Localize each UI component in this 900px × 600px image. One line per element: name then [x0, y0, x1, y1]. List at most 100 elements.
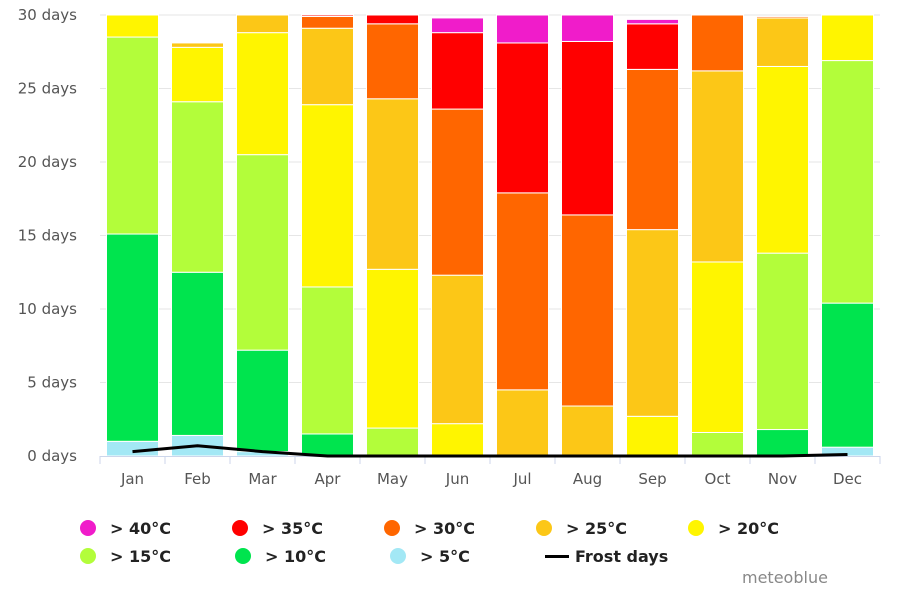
bar-segment	[691, 70, 744, 263]
bar-segment	[821, 14, 874, 62]
x-tick-label: May	[377, 470, 408, 488]
x-tick-label: Apr	[315, 470, 342, 488]
legend-swatch-icon	[235, 548, 251, 564]
bar-segment	[106, 233, 159, 442]
bar-segment	[756, 17, 809, 67]
bar-segment	[301, 433, 354, 457]
bar-segment	[301, 104, 354, 288]
bar-segment	[691, 14, 744, 72]
frost-days-line	[132, 444, 848, 458]
bar-segment	[821, 60, 874, 304]
legend-swatch-icon	[232, 520, 248, 536]
bar-segment	[496, 192, 549, 391]
bar-segment	[301, 14, 354, 17]
legend-label: > 10°C	[265, 546, 326, 566]
bar-segment	[301, 286, 354, 435]
legend-label: > 30°C	[414, 518, 475, 538]
bar-segment	[236, 32, 289, 156]
legend-item[interactable]: > 25°C	[536, 519, 688, 538]
bar-segment	[236, 14, 289, 34]
bar-segment	[236, 154, 289, 351]
x-tick-label: Jul	[512, 470, 531, 488]
bar-segment	[366, 427, 419, 457]
bar-segment	[626, 229, 679, 417]
legend-item[interactable]: Frost days	[545, 547, 700, 566]
bar-segment	[366, 14, 419, 25]
legend: > 40°C > 35°C > 30°C > 25°C > 20°C > 15°C > 10…	[80, 514, 840, 570]
bar-segment	[561, 40, 614, 216]
y-tick-label: 25 days	[18, 80, 77, 98]
legend-swatch-icon	[80, 520, 96, 536]
y-tick-label: 10 days	[18, 300, 77, 318]
bar-segment	[106, 14, 159, 38]
y-tick-label: 0 days	[27, 447, 77, 465]
legend-label: > 35°C	[262, 518, 323, 538]
bar-segment	[626, 68, 679, 231]
x-tick-label: Jun	[445, 470, 469, 488]
bar-segment	[561, 214, 614, 407]
legend-item[interactable]: > 5°C	[390, 547, 545, 566]
bar-segment	[626, 18, 679, 25]
legend-item[interactable]: > 10°C	[235, 547, 390, 566]
bar-segment	[626, 415, 679, 457]
bar-segment	[301, 15, 354, 29]
bar-segment	[366, 23, 419, 100]
legend-swatch-icon	[536, 520, 552, 536]
legend-item[interactable]: > 40°C	[80, 519, 232, 538]
bar-segment	[171, 271, 224, 436]
gridlines	[100, 14, 880, 383]
bar-segment	[756, 252, 809, 431]
bar-segment	[496, 14, 549, 44]
legend-label: > 15°C	[110, 546, 171, 566]
legend-swatch-icon	[390, 548, 406, 564]
bar-segment	[691, 261, 744, 433]
bar-segment	[756, 429, 809, 457]
bar-segment	[171, 46, 224, 103]
bar-segment	[301, 27, 354, 106]
bar-segment	[431, 17, 484, 34]
bar-segment	[561, 405, 614, 457]
x-tick-label: Mar	[248, 470, 277, 488]
legend-item[interactable]: > 20°C	[688, 519, 840, 538]
bar-segment	[821, 302, 874, 448]
bar-segment	[171, 42, 224, 48]
bar-segment	[756, 65, 809, 254]
bar-segment	[366, 268, 419, 429]
credit-text: meteoblue	[742, 568, 828, 587]
x-tick-label: Feb	[184, 470, 211, 488]
bar-segment	[366, 98, 419, 270]
y-tick-label: 30 days	[18, 6, 77, 24]
legend-label: Frost days	[575, 546, 669, 566]
bar-segment	[431, 108, 484, 276]
bar-segment	[431, 32, 484, 110]
x-tick-label: Oct	[705, 470, 731, 488]
bar-segment	[171, 101, 224, 273]
legend-row: > 15°C > 10°C > 5°C Frost days	[80, 542, 840, 570]
legend-label: > 5°C	[420, 546, 470, 566]
legend-line-icon	[545, 554, 569, 558]
bar-segment	[691, 431, 744, 457]
x-tick-label: Dec	[833, 470, 862, 488]
legend-item[interactable]: > 30°C	[384, 519, 536, 538]
legend-item[interactable]: > 35°C	[232, 519, 384, 538]
x-tick-label: Aug	[573, 470, 602, 488]
bar-segment	[756, 15, 809, 19]
y-tick-label: 5 days	[27, 374, 77, 392]
bar-segment	[496, 389, 549, 457]
legend-swatch-icon	[384, 520, 400, 536]
y-axis: 0 days 5 days 10 days 15 days 20 days 25 days…	[18, 6, 77, 465]
bar-segment	[106, 36, 159, 235]
x-tick-label: Nov	[768, 470, 797, 488]
stacked-bar-chart: 0 days 5 days 10 days 15 days 20 days 25 days…	[18, 6, 881, 488]
bars	[106, 14, 874, 457]
y-tick-label: 15 days	[18, 227, 77, 245]
bar-segment	[431, 274, 484, 425]
legend-label: > 20°C	[718, 518, 779, 538]
legend-item[interactable]: > 15°C	[80, 547, 235, 566]
bar-segment	[236, 349, 289, 453]
bar-segment	[626, 23, 679, 70]
bar-segment	[431, 423, 484, 457]
x-axis: Jan Feb Mar Apr May Jun Jul Aug Sep Oct Nov Dec	[99, 456, 881, 488]
legend-swatch-icon	[688, 520, 704, 536]
legend-label: > 40°C	[110, 518, 171, 538]
